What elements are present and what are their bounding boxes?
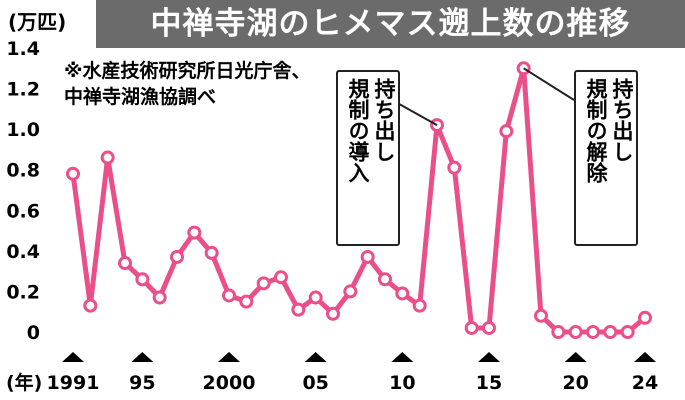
data-point bbox=[586, 325, 600, 339]
data-point bbox=[343, 284, 358, 299]
data-point bbox=[326, 306, 340, 321]
y-tick-label: 0.6 bbox=[6, 200, 40, 222]
x-tick-label: 24 bbox=[632, 372, 658, 394]
data-point bbox=[430, 118, 444, 133]
x-tick-label: 05 bbox=[302, 372, 328, 394]
data-point bbox=[551, 325, 566, 339]
series-line bbox=[70, 65, 647, 335]
data-point bbox=[222, 288, 236, 303]
y-tick-label: 0.4 bbox=[6, 241, 40, 263]
x-tick-marker bbox=[564, 352, 587, 362]
x-tick-marker bbox=[304, 352, 327, 362]
data-point bbox=[378, 272, 392, 287]
x-tick-label: 1991 bbox=[47, 372, 100, 394]
x-tick-label: 95 bbox=[129, 372, 155, 394]
data-point bbox=[447, 160, 462, 175]
x-tick-label: 2000 bbox=[203, 372, 256, 394]
y-tick-label: 1.2 bbox=[6, 79, 40, 101]
data-point bbox=[308, 290, 323, 305]
annotation-regulation-lifted: 持ち出し 規制の解除 bbox=[574, 70, 638, 246]
data-point bbox=[204, 245, 219, 260]
x-tick-marker bbox=[391, 352, 414, 362]
x-tick-marker bbox=[218, 352, 240, 362]
data-point bbox=[412, 298, 427, 313]
data-point bbox=[100, 150, 115, 165]
y-tick-label: 0 bbox=[27, 322, 40, 344]
annotation-line: 規制の導入 bbox=[346, 78, 370, 183]
data-point bbox=[187, 225, 202, 240]
chart-title: 中禅寺湖のヒメマス遡上数の推移 bbox=[150, 6, 631, 42]
annotation-regulation-introduced: 持ち出し 規制の導入 bbox=[336, 70, 400, 246]
data-point bbox=[118, 256, 132, 271]
y-axis-unit-label: (万匹) bbox=[8, 10, 67, 34]
data-point bbox=[360, 249, 375, 264]
data-point bbox=[152, 290, 167, 305]
x-tick-marker bbox=[131, 352, 154, 362]
annotation-line: 持ち出し bbox=[610, 78, 634, 162]
x-tick-label: 10 bbox=[389, 372, 415, 394]
data-point bbox=[482, 320, 496, 335]
x-axis-unit-label: (年) bbox=[6, 371, 42, 394]
x-tick-label: 15 bbox=[476, 372, 502, 394]
y-tick-label: 1.0 bbox=[6, 119, 40, 141]
data-point bbox=[66, 166, 80, 181]
x-tick-marker bbox=[634, 352, 656, 362]
x-tick-marker bbox=[478, 352, 500, 362]
data-point bbox=[620, 325, 635, 339]
data-point bbox=[603, 325, 618, 339]
data-point bbox=[291, 302, 306, 317]
source-note: ※水産技術研究所日光庁舎、中禅寺湖漁協調べ bbox=[64, 60, 311, 108]
annotation-line: 規制の解除 bbox=[584, 78, 608, 183]
data-point bbox=[274, 270, 288, 285]
data-point bbox=[638, 310, 652, 325]
y-tick-label: 1.4 bbox=[6, 38, 40, 60]
annotation-leader-line bbox=[523, 67, 575, 101]
data-point bbox=[534, 308, 548, 323]
data-point bbox=[135, 272, 150, 287]
x-tick-marker bbox=[62, 352, 84, 362]
y-tick-label: 0.2 bbox=[6, 281, 40, 303]
x-tick-label: 20 bbox=[562, 372, 588, 394]
data-point bbox=[170, 249, 184, 264]
title-bar bbox=[96, 0, 685, 48]
data-point bbox=[464, 320, 479, 335]
data-point bbox=[499, 124, 514, 139]
data-point bbox=[83, 298, 98, 313]
data-point bbox=[239, 294, 254, 309]
y-tick-label: 0.8 bbox=[6, 160, 40, 182]
annotation-line: 持ち出し bbox=[372, 78, 396, 162]
data-point bbox=[256, 276, 271, 291]
data-point bbox=[568, 325, 583, 339]
data-point bbox=[395, 286, 410, 301]
